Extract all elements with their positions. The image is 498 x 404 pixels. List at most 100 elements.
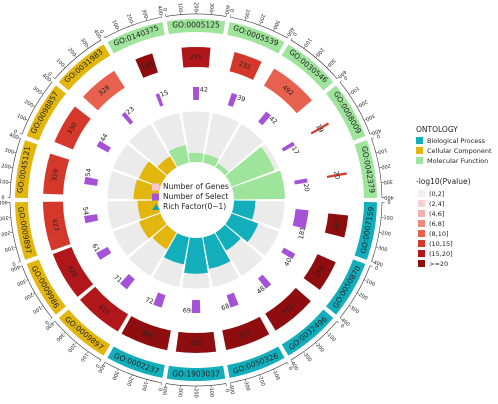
- pvalue-legend-label: (10,15]: [429, 240, 453, 248]
- tick-mark: [100, 38, 101, 40]
- tick-mark: [50, 81, 52, 83]
- center-legend-label: Number of Genes: [163, 182, 229, 191]
- select-count-label: 181: [297, 226, 307, 240]
- pvalue-legend-label: >=20: [429, 260, 448, 268]
- select-count-label: 68: [220, 302, 231, 312]
- ontology-legend-swatch: [416, 157, 423, 164]
- tick-mark: [26, 119, 28, 120]
- tick-label: 200: [125, 13, 134, 24]
- tick-mark: [287, 36, 288, 38]
- tick-mark: [370, 266, 372, 267]
- tick-label: 300: [16, 277, 27, 287]
- tick-mark: [117, 29, 118, 31]
- ontology-legend-title: ONTOLOGY: [416, 125, 458, 134]
- select-count-bar: [281, 248, 295, 259]
- go-term-label: GO:0098857: [29, 89, 61, 135]
- ontology-legend-label: Molecular Function: [427, 157, 488, 165]
- center-legend-swatch: [152, 184, 159, 191]
- tick-mark: [100, 360, 101, 362]
- tick-label: 100: [302, 37, 312, 48]
- tick-label: 100: [55, 58, 66, 69]
- tick-mark: [372, 138, 374, 139]
- tick-label: 100: [242, 8, 250, 19]
- tick-label: 300: [110, 370, 119, 381]
- tick-label: 300: [302, 352, 312, 363]
- pvalue-legend-swatch: [418, 220, 425, 227]
- tick-label: 200: [357, 98, 368, 108]
- select-count-bar: [293, 209, 309, 229]
- tick-mark: [33, 106, 35, 107]
- tick-label: 100: [0, 179, 9, 186]
- pvalue-legend-swatch: [418, 250, 425, 257]
- select-count-label: 69: [183, 307, 191, 315]
- tick-label: 100: [16, 113, 27, 123]
- rich-factor-bar: [188, 153, 203, 163]
- tick-label: 200: [314, 343, 325, 354]
- tick-arc: [166, 14, 226, 16]
- select-count-label: 72: [144, 296, 155, 306]
- tick-label: 100: [31, 304, 42, 314]
- tick-mark: [327, 66, 329, 68]
- select-count-label: 54: [81, 206, 90, 216]
- pvalue-legend-swatch: [418, 190, 425, 197]
- tick-label: 100: [110, 19, 119, 30]
- tick-mark: [337, 77, 339, 79]
- tick-label: 0: [375, 132, 380, 139]
- tick-mark: [245, 18, 246, 20]
- tick-label: 0: [339, 323, 345, 330]
- tick-mark: [316, 56, 318, 58]
- go-term-label: GO:0005125: [172, 21, 220, 30]
- tick-label: 200: [1, 163, 11, 171]
- tick-label: 300: [271, 19, 280, 30]
- tick-mark: [18, 138, 20, 139]
- pvalue-legend-label: (8,10]: [429, 230, 449, 238]
- select-count-label: 54: [84, 168, 93, 178]
- tick-mark: [104, 36, 105, 38]
- tick-mark: [340, 81, 342, 83]
- tick-mark: [337, 321, 339, 323]
- select-count-bar: [84, 214, 98, 223]
- tick-mark: [75, 56, 77, 58]
- select-count-label: 42: [200, 85, 208, 93]
- tick-label: 200: [1, 229, 11, 237]
- pvalue-legend-swatch: [418, 210, 425, 217]
- tick-label: 100: [4, 244, 15, 252]
- tick-label: 300: [365, 112, 376, 122]
- tick-label: 100: [79, 351, 89, 362]
- center-legend-label: Number of Select: [163, 192, 228, 201]
- tick-label: 0: [1, 195, 4, 201]
- ontology-legend-label: Biological Process: [427, 137, 486, 145]
- ontology-legend-label: Cellular Component: [427, 147, 492, 155]
- pvalue-legend-swatch: [418, 260, 425, 267]
- tick-label: 0: [156, 387, 162, 391]
- tick-label: 200: [23, 99, 34, 109]
- tick-label: 100: [365, 278, 376, 288]
- tick-mark: [87, 46, 88, 48]
- tick-label: 300: [4, 148, 15, 156]
- gene-count-label: 325: [190, 339, 202, 347]
- tick-label: 100: [208, 387, 215, 397]
- tick-mark: [14, 152, 16, 153]
- go-term-label: GO:0009986: [30, 264, 62, 310]
- tick-label: 200: [381, 230, 391, 238]
- tick-mark: [20, 133, 22, 134]
- pvalue-legend-swatch: [418, 230, 425, 237]
- tick-mark: [304, 46, 305, 48]
- tick-label: 100: [140, 381, 148, 392]
- tick-label: 200: [357, 292, 368, 302]
- tick-label: 300: [349, 305, 360, 315]
- tick-mark: [376, 152, 378, 153]
- pvalue-legend-title: -log10(Pvalue): [416, 177, 471, 186]
- select-count-bar: [193, 87, 199, 100]
- tick-label: 200: [314, 46, 325, 57]
- tick-label: 0: [374, 265, 379, 272]
- tick-label: 0: [387, 200, 390, 206]
- tick-mark: [291, 38, 292, 40]
- center-legend-swatch: [152, 194, 159, 201]
- tick-label: 200: [193, 388, 199, 398]
- tick-label: 300: [0, 214, 9, 221]
- tick-mark: [50, 318, 52, 320]
- tick-label: 300: [377, 245, 388, 253]
- tick-label: 200: [193, 2, 199, 12]
